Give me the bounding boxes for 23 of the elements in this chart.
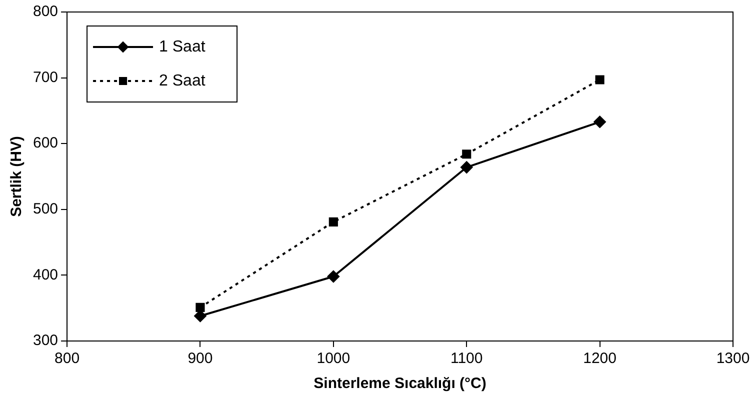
- legend-label: 2 Saat: [159, 72, 206, 90]
- point: [327, 270, 340, 283]
- legend-label: 1 Saat: [159, 38, 206, 56]
- point: [595, 75, 604, 84]
- point: [594, 116, 606, 128]
- y-tick-label: 600: [32, 134, 58, 152]
- x-tick-label: 1300: [716, 350, 750, 368]
- point: [460, 161, 473, 174]
- x-axis-title: Sinterleme Sıcaklığı (°C): [314, 375, 486, 392]
- x-tick-label: 1000: [316, 350, 350, 368]
- x-tick-label: 1200: [583, 350, 616, 368]
- y-tick-label: 500: [32, 200, 58, 218]
- y-tick-label: 400: [32, 266, 58, 284]
- y-tick-label: 700: [32, 68, 58, 86]
- point: [196, 302, 205, 312]
- x-tick-label: 900: [188, 350, 213, 368]
- x-tick-label: 800: [54, 350, 80, 368]
- point: [328, 217, 338, 226]
- x-tick-label: 1100: [450, 350, 483, 368]
- y-tick-label: 300: [32, 332, 58, 350]
- y-axis-title: Sertlik (HV): [8, 136, 26, 217]
- point: [462, 150, 472, 159]
- y-tick-label: 800: [32, 3, 58, 20]
